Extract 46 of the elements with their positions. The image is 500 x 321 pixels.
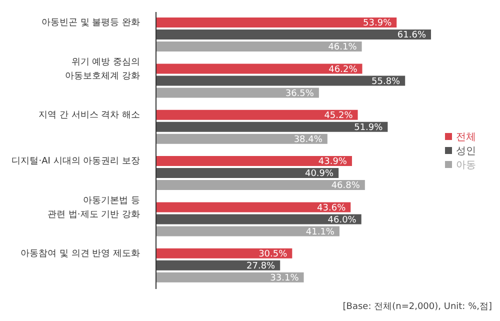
data-label: 55.8% — [372, 76, 401, 87]
bar — [156, 88, 319, 98]
y-tick-label: 아동참여 및 의견 반영 제도화 — [20, 248, 140, 259]
data-label: 36.5% — [285, 88, 314, 99]
text: [Base: 전체(n=2,000), Unit: %,점] — [342, 301, 492, 313]
bar — [156, 272, 304, 282]
data-label: 43.9% — [318, 157, 348, 168]
data-label: 38.4% — [294, 135, 323, 146]
bar — [156, 180, 365, 190]
bar — [156, 76, 406, 86]
y-tick-label: 위기 예방 중심의 아동보호체계 강화 — [65, 57, 140, 82]
bar — [156, 30, 431, 40]
data-label: 46.8% — [331, 181, 360, 192]
data-label: 46.2% — [328, 64, 358, 75]
data-label: 61.6% — [397, 30, 426, 41]
bar — [156, 110, 358, 120]
legend-label: 전체 — [456, 132, 476, 142]
bar — [156, 134, 328, 144]
bar — [156, 226, 340, 236]
bar — [156, 260, 280, 270]
bar — [156, 156, 352, 166]
data-label: 33.1% — [270, 274, 300, 284]
data-label: 45.2% — [324, 111, 354, 122]
bar — [156, 168, 339, 178]
legend-label: 성인 — [456, 146, 476, 156]
bar — [156, 18, 397, 28]
y-tick-label: 아동빈곤 및 불평등 완화 — [41, 18, 140, 28]
data-label: 40.9% — [304, 169, 334, 180]
bar — [156, 122, 388, 132]
data-label: 30.5% — [258, 250, 288, 260]
legend-label: 아동 — [456, 160, 476, 170]
bar — [156, 202, 351, 212]
y-tick-label: 아동기본법 등 관련 법·제도 기반 강화 — [48, 196, 140, 220]
bar — [156, 214, 362, 224]
data-label: 51.9% — [354, 123, 384, 134]
data-label: 53.9% — [363, 18, 392, 29]
bar — [156, 42, 362, 52]
data-label: 27.8% — [246, 262, 276, 272]
data-label: 41.1% — [306, 227, 335, 238]
data-label: 43.6% — [317, 203, 346, 214]
data-label: 46.1% — [328, 42, 358, 53]
bar — [156, 248, 292, 258]
data-label: 46.0% — [328, 215, 357, 226]
y-tick-label: 디지털·AI 시대의 아동권리 보장 — [12, 156, 140, 167]
bar — [156, 64, 362, 74]
y-tick-label: 지역 간 서비스 격차 해소 — [38, 110, 140, 120]
